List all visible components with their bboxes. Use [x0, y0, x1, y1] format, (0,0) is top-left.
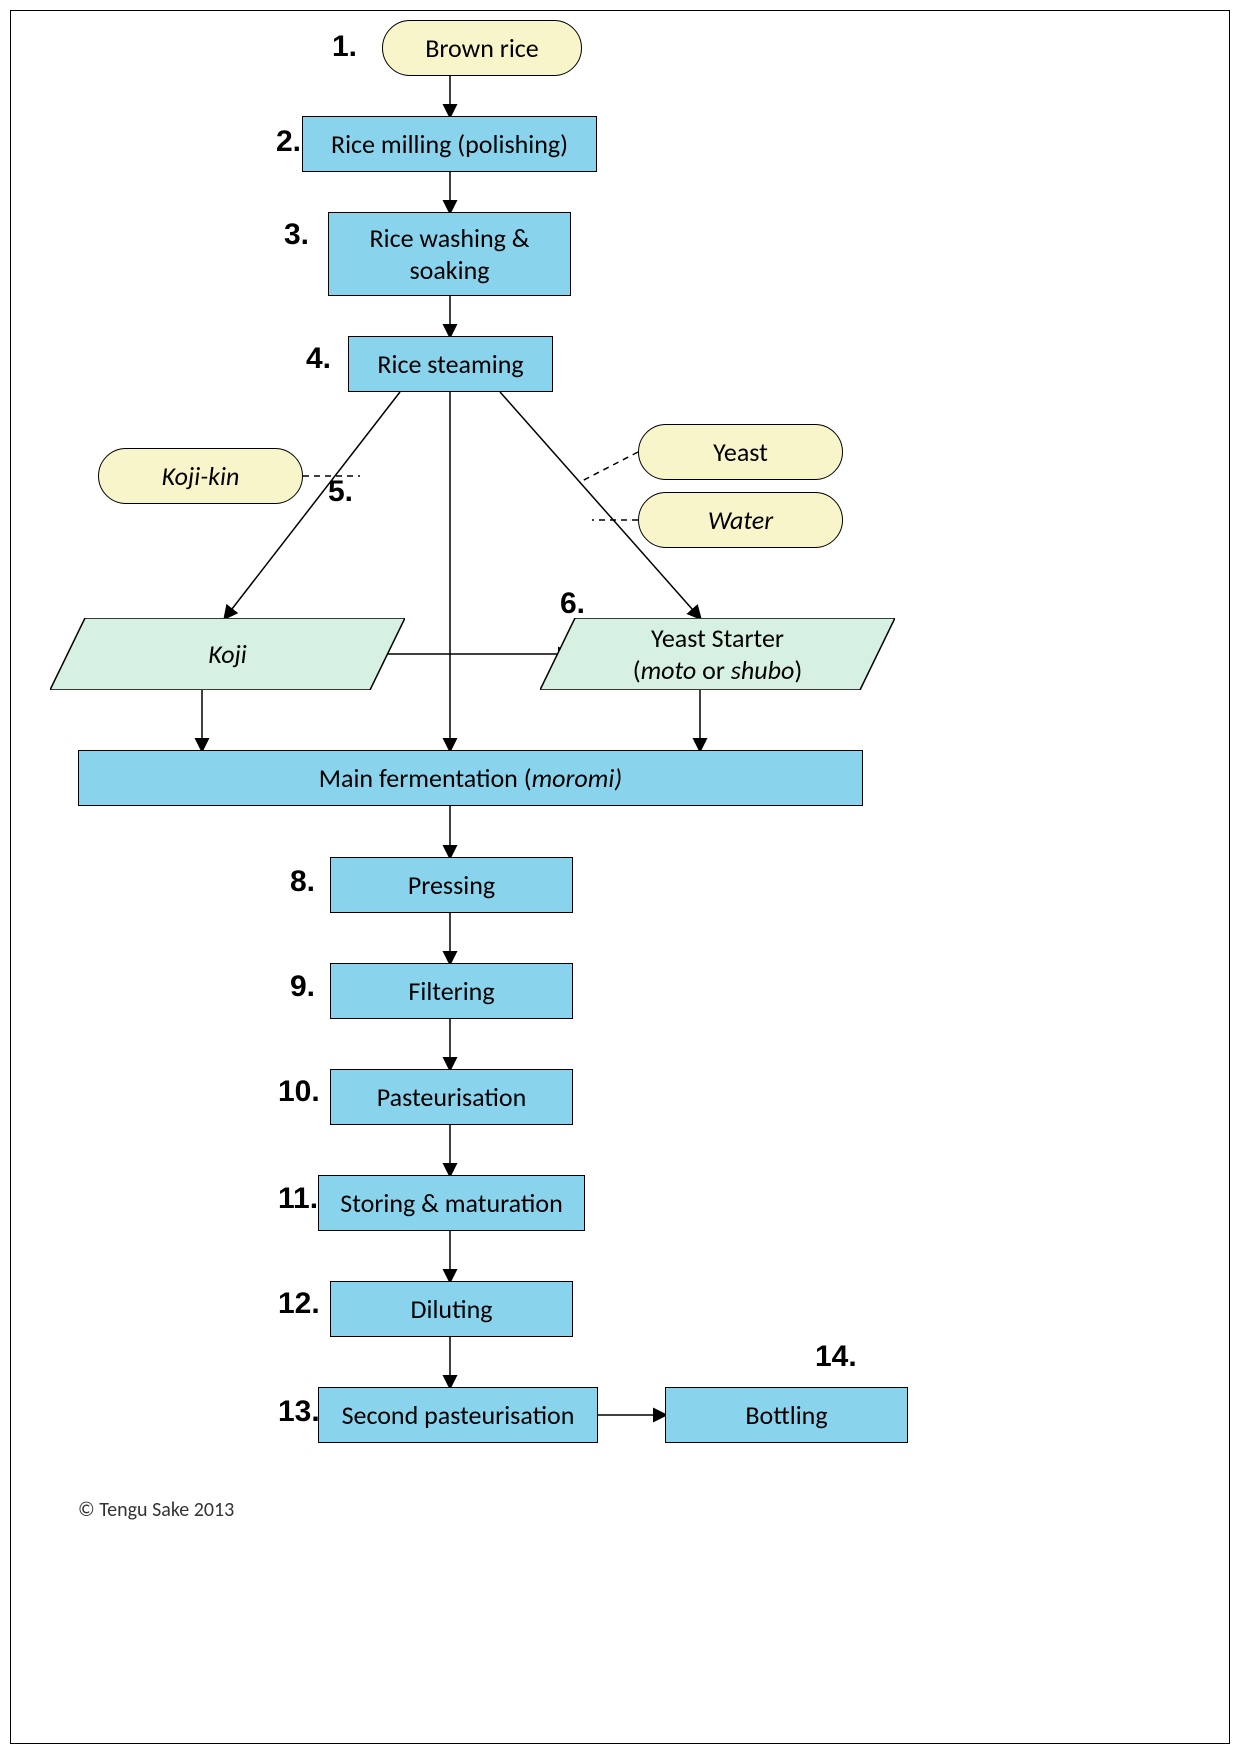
- label: Water: [708, 504, 773, 536]
- step-number-8: 8.: [290, 865, 315, 899]
- label: Filtering: [408, 975, 494, 1007]
- node-rice-steaming: Rice steaming: [348, 336, 553, 392]
- label: Koji: [50, 618, 405, 690]
- label: Koji-kin: [162, 460, 240, 492]
- label: Pasteurisation: [377, 1081, 527, 1113]
- node-rice-milling: Rice milling (polishing): [302, 116, 597, 172]
- node-yeast-starter: Yeast Starter (moto or shubo): [540, 618, 895, 690]
- node-second-pasteurisation: Second pasteurisation: [318, 1387, 598, 1443]
- node-storing-maturation: Storing & maturation: [318, 1175, 585, 1231]
- node-brown-rice: Brown rice: [382, 20, 582, 76]
- label: Rice steaming: [377, 348, 523, 380]
- step-number-5: 5.: [328, 475, 353, 509]
- node-water: Water: [638, 492, 843, 548]
- step-number-3: 3.: [284, 218, 309, 252]
- node-yeast: Yeast: [638, 424, 843, 480]
- label: Pressing: [408, 869, 495, 901]
- step-number-4: 4.: [306, 342, 331, 376]
- node-pasteurisation: Pasteurisation: [330, 1069, 573, 1125]
- label: Yeast: [713, 436, 768, 468]
- label: Rice washing &soaking: [370, 222, 530, 286]
- step-number-2: 2.: [276, 125, 301, 159]
- label: Bottling: [745, 1399, 827, 1431]
- step-number-11: 11.: [278, 1182, 318, 1216]
- node-rice-washing: Rice washing &soaking: [328, 212, 571, 296]
- step-number-6: 6.: [560, 587, 585, 621]
- step-number-14: 14.: [815, 1340, 857, 1374]
- step-number-10: 10.: [278, 1075, 320, 1109]
- step-number-13: 13.: [278, 1395, 320, 1429]
- label: Storing & maturation: [340, 1187, 563, 1219]
- label: Yeast Starter (moto or shubo): [540, 618, 895, 690]
- step-number-1: 1.: [332, 30, 357, 64]
- node-koji-kin: Koji-kin: [98, 448, 303, 504]
- node-main-fermentation: Main fermentation (moromi): [78, 750, 863, 806]
- label: Brown rice: [425, 32, 538, 64]
- node-diluting: Diluting: [330, 1281, 573, 1337]
- node-filtering: Filtering: [330, 963, 573, 1019]
- label: Main fermentation (moromi): [319, 762, 622, 794]
- label: Rice milling (polishing): [331, 128, 568, 160]
- node-bottling: Bottling: [665, 1387, 908, 1443]
- step-number-12: 12.: [278, 1287, 320, 1321]
- label: Second pasteurisation: [342, 1399, 575, 1431]
- step-number-9: 9.: [290, 970, 315, 1004]
- copyright-text: © Tengu Sake 2013: [78, 1498, 234, 1522]
- diagram-frame: [10, 10, 1230, 1744]
- node-koji: Koji: [50, 618, 405, 690]
- node-pressing: Pressing: [330, 857, 573, 913]
- label: Diluting: [411, 1293, 493, 1325]
